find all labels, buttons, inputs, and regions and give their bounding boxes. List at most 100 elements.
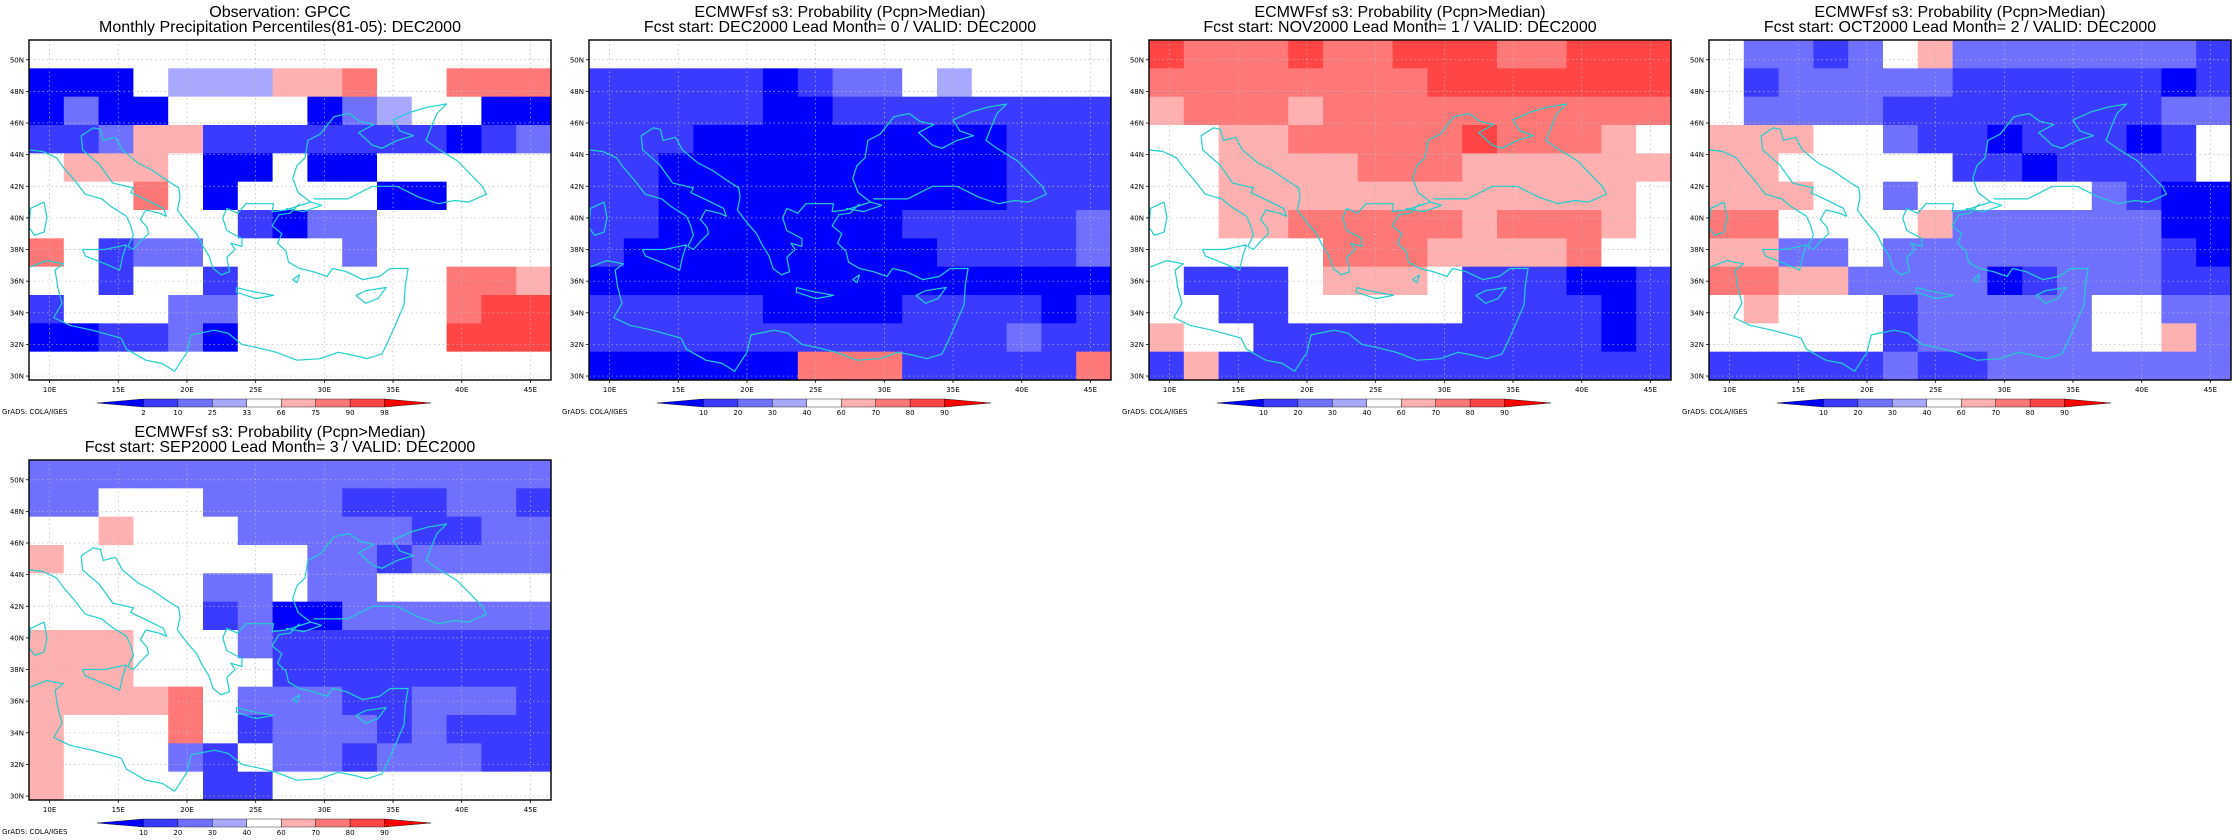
colorbar-label: 80 [1466, 409, 1475, 417]
heatmap-cell [1743, 68, 1780, 98]
heatmap-cell [1253, 68, 1289, 98]
heatmap-cell [1076, 96, 1112, 126]
heatmap-cell [1149, 96, 1185, 126]
heatmap-cell [1987, 295, 2023, 324]
heatmap-cell [1218, 323, 1254, 353]
coastline [589, 201, 608, 236]
colorbar-label: 10 [1259, 409, 1268, 417]
colorbar-swatch [349, 818, 385, 828]
heatmap-cell [1323, 238, 1359, 268]
heatmap-cell [1709, 68, 1745, 98]
colorbar-label: 20 [173, 829, 182, 837]
y-tick-label: 40N [10, 214, 24, 222]
heatmap-cell [971, 125, 1008, 154]
coastline [590, 203, 969, 372]
coastline [1709, 103, 2167, 276]
heatmap-cell [937, 210, 973, 239]
y-tick-label: 48N [1690, 88, 1704, 96]
heatmap-cell [2057, 125, 2093, 154]
x-tick-label: 30E [878, 386, 891, 394]
heatmap-cell [1462, 210, 1498, 239]
y-tick-label: 38N [1690, 246, 1704, 254]
heatmap-cell [1076, 323, 1112, 353]
heatmap-cell [516, 210, 552, 239]
heatmap-cell [902, 295, 938, 324]
y-tick-label: 40N [10, 634, 24, 642]
y-tick-label: 38N [10, 246, 24, 254]
heatmap-cell [446, 238, 482, 268]
y-tick-label: 34N [10, 309, 24, 317]
heatmap-cell [589, 125, 625, 154]
heatmap-cell [446, 210, 482, 239]
heatmap-cell [63, 295, 100, 324]
precip-map-svg: 10E 15E 20E 25E 30E 35E 40E 45E 30N 32N 34N 36N 38N 4… [570, 39, 1112, 417]
heatmap-cell [168, 125, 204, 154]
heatmap-cell [1883, 351, 1919, 381]
heatmap-cell [307, 295, 343, 324]
heatmap-cell [2022, 323, 2058, 353]
heatmap-cell [1392, 68, 1428, 98]
heatmap-cell [481, 323, 517, 353]
heatmap-cell [98, 96, 134, 126]
heatmap-cell [446, 351, 482, 381]
heatmap-cell [481, 488, 517, 518]
x-tick-label: 25E [249, 806, 262, 814]
heatmap-cell [2022, 153, 2058, 183]
heatmap-cell [63, 573, 100, 603]
heatmap-cell [1253, 323, 1289, 353]
coastline [1355, 286, 1395, 300]
heatmap-cell [133, 295, 169, 324]
heatmap-cell [2022, 295, 2058, 324]
heatmap-cell [307, 68, 343, 98]
heatmap-cell [377, 658, 413, 688]
plot-frame [1708, 39, 2232, 381]
panel-subtitle: Fcst start: DEC2000 Lead Month= 0 / VALI… [643, 19, 1037, 36]
heatmap-cell [29, 545, 65, 574]
heatmap-cell [411, 715, 448, 744]
heatmap-cell [1427, 210, 1463, 239]
grads-credit: GrADS: COLA/IGES [562, 408, 628, 416]
heatmap-cell [446, 630, 482, 659]
heatmap-cell [516, 630, 552, 659]
colorbar-swatch [2064, 398, 2112, 408]
heatmap-cell [971, 68, 1008, 98]
heatmap-cell [1709, 125, 1745, 154]
heatmap-cell [1566, 210, 1602, 239]
colorbar-label: 10 [1819, 409, 1828, 417]
colorbar-swatch [1995, 398, 2031, 408]
y-tick-label: 48N [10, 508, 24, 516]
colorbar-label: 30 [1888, 409, 1897, 417]
heatmap-cell [2057, 153, 2093, 183]
heatmap-cell [1883, 295, 1919, 324]
heatmap-cell [1323, 351, 1359, 381]
heatmap-cell [168, 658, 204, 688]
y-tick-label: 50N [570, 56, 584, 64]
plot-frame [588, 39, 1112, 381]
y-tick-label: 30N [1130, 373, 1144, 381]
panel-subtitle: Fcst start: NOV2000 Lead Month= 1 / VALI… [1203, 19, 1597, 36]
heatmap-cell [203, 545, 239, 574]
heatmap-cell [1709, 40, 1745, 69]
y-tick-label: 46N [570, 120, 584, 128]
heatmap-cell [203, 238, 239, 268]
heatmap-cell [2196, 210, 2232, 239]
heatmap-cell [272, 488, 308, 518]
heatmap-cell [971, 40, 1008, 69]
coastline [292, 274, 301, 284]
heatmap-cell [1952, 323, 1988, 353]
heatmap-cell [516, 40, 552, 69]
heatmap-cell [2091, 210, 2128, 239]
heatmap-cell [481, 715, 517, 744]
heatmap-cell [797, 96, 834, 126]
map-panel-5: ECMWFsf s3: Probability (Pcpn>Median) Fc… [0, 420, 560, 840]
heatmap-cell [2057, 68, 2093, 98]
heatmap-cell [1183, 40, 1220, 69]
coastline [1965, 201, 2003, 213]
heatmap-cell [272, 715, 308, 744]
heatmap-cell [1636, 238, 1672, 268]
heatmap-cell [168, 460, 204, 489]
colorbar-swatch [1216, 398, 1264, 408]
heatmap-cell [98, 630, 134, 659]
heatmap-cell [589, 323, 625, 353]
heatmap-cell [272, 96, 308, 126]
